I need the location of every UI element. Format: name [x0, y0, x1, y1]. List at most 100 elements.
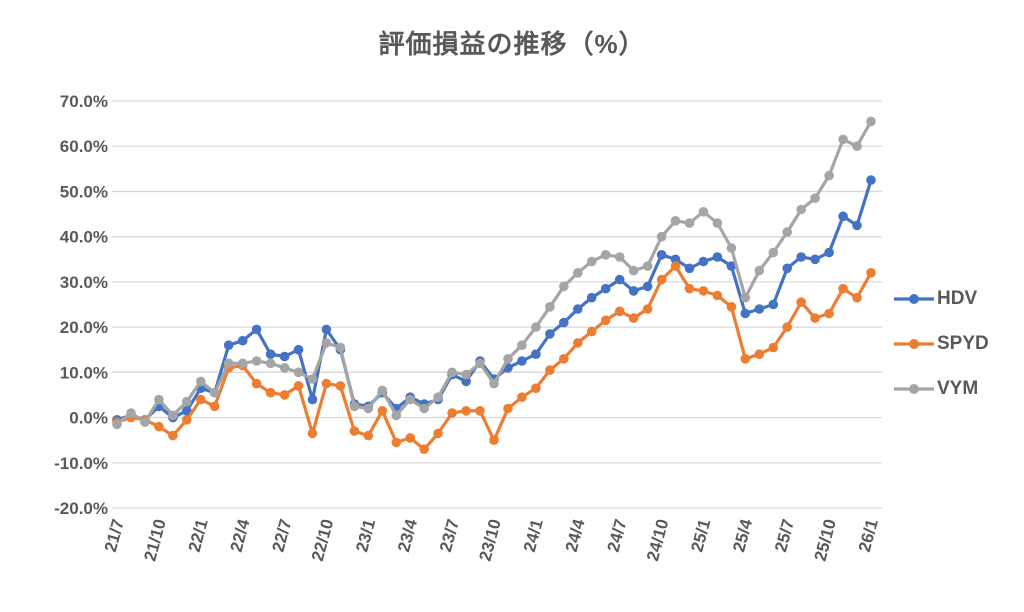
data-point-spyd	[154, 421, 164, 432]
svg-text:26/1: 26/1	[855, 517, 882, 554]
data-point-spyd	[349, 426, 360, 436]
data-point-spyd	[168, 430, 178, 441]
data-point-hdv	[545, 329, 555, 339]
data-point-vym	[307, 374, 318, 384]
svg-text:24/1: 24/1	[520, 517, 547, 554]
x-tick-label: 23/4	[394, 517, 421, 554]
x-tick-label: 22/1	[185, 517, 212, 554]
data-point-vym	[433, 392, 443, 403]
data-point-hdv	[586, 292, 597, 303]
x-tick-label: 22/7	[269, 517, 296, 554]
data-point-spyd	[545, 365, 555, 375]
data-point-spyd	[642, 304, 653, 314]
legend-marker-spyd-icon	[894, 338, 934, 349]
svg-text:23/1: 23/1	[352, 517, 379, 554]
svg-text:22/10: 22/10	[308, 517, 337, 563]
y-tick-label: 30.0%	[60, 273, 108, 292]
data-point-spyd	[726, 302, 737, 312]
y-tick-label: -20.0%	[54, 499, 108, 518]
y-tick-label: 70.0%	[60, 92, 108, 111]
data-point-spyd	[824, 308, 834, 319]
data-point-vym	[517, 340, 527, 351]
data-point-vym	[503, 354, 513, 364]
x-tick-label: 26/1	[855, 517, 882, 554]
x-tick-label: 22/10	[308, 517, 337, 563]
data-point-hdv	[838, 211, 848, 222]
svg-text:21/7: 21/7	[101, 517, 128, 554]
x-tick-label: 25/7	[771, 517, 798, 554]
data-point-vym	[335, 342, 346, 353]
data-point-vym	[726, 243, 737, 253]
data-point-spyd	[489, 435, 499, 446]
data-point-hdv	[698, 256, 709, 267]
data-point-spyd	[517, 392, 527, 403]
data-point-spyd	[866, 268, 876, 278]
data-point-hdv	[461, 376, 471, 387]
data-point-vym	[684, 218, 695, 228]
data-point-spyd	[586, 326, 597, 337]
data-point-spyd	[670, 261, 681, 271]
data-point-spyd	[796, 297, 806, 308]
data-point-hdv	[307, 394, 318, 405]
data-point-hdv	[265, 349, 276, 360]
data-point-vym	[782, 227, 792, 237]
legend-item-vym: VYM	[893, 366, 1021, 411]
data-point-vym	[559, 281, 569, 292]
data-point-hdv	[866, 175, 876, 185]
data-point-hdv	[712, 252, 723, 262]
data-point-vym	[126, 408, 136, 418]
svg-text:22/4: 22/4	[227, 517, 254, 554]
svg-text:23/10: 23/10	[475, 517, 504, 563]
y-tick-label: 40.0%	[60, 228, 108, 247]
data-point-vym	[600, 250, 611, 260]
data-point-spyd	[852, 292, 862, 303]
data-point-vym	[196, 376, 206, 387]
data-point-vym	[447, 367, 457, 378]
data-point-hdv	[768, 299, 779, 310]
data-point-vym	[209, 387, 220, 398]
data-point-spyd	[321, 378, 332, 389]
data-point-hdv	[223, 340, 234, 351]
data-point-hdv	[559, 317, 569, 328]
data-point-spyd	[600, 315, 611, 326]
data-point-vym	[489, 378, 499, 389]
data-point-vym	[321, 338, 332, 348]
data-point-vym	[419, 403, 430, 414]
data-point-spyd	[628, 313, 639, 323]
data-point-spyd	[461, 406, 471, 416]
data-point-vym	[475, 358, 485, 369]
data-point-vym	[154, 394, 164, 405]
y-tick-label: 50.0%	[60, 182, 108, 201]
x-tick-label: 23/7	[436, 517, 463, 554]
data-point-vym	[810, 193, 820, 203]
data-point-hdv	[656, 250, 667, 260]
svg-text:21/10: 21/10	[140, 517, 169, 563]
data-point-hdv	[670, 254, 681, 265]
x-tick-label: 25/1	[687, 517, 714, 554]
data-point-spyd	[209, 401, 220, 412]
data-point-spyd	[782, 322, 792, 332]
svg-text:22/1: 22/1	[185, 517, 212, 554]
data-point-spyd	[614, 306, 625, 317]
data-point-spyd	[768, 342, 779, 353]
data-point-spyd	[335, 381, 346, 391]
svg-text:24/7: 24/7	[604, 517, 631, 554]
data-point-spyd	[810, 313, 820, 323]
data-point-vym	[168, 410, 178, 421]
data-point-spyd	[754, 349, 765, 360]
data-point-spyd	[838, 283, 848, 294]
x-tick-label: 23/1	[352, 517, 379, 554]
svg-text:23/4: 23/4	[394, 517, 421, 554]
data-point-vym	[349, 401, 360, 412]
data-point-vym	[182, 396, 192, 407]
data-point-vym	[740, 292, 751, 303]
data-point-spyd	[712, 290, 723, 301]
data-point-hdv	[684, 263, 695, 274]
data-point-vym	[251, 356, 262, 366]
data-point-spyd	[293, 381, 304, 391]
data-point-spyd	[475, 406, 485, 416]
data-point-hdv	[614, 274, 625, 285]
data-point-hdv	[642, 281, 653, 292]
